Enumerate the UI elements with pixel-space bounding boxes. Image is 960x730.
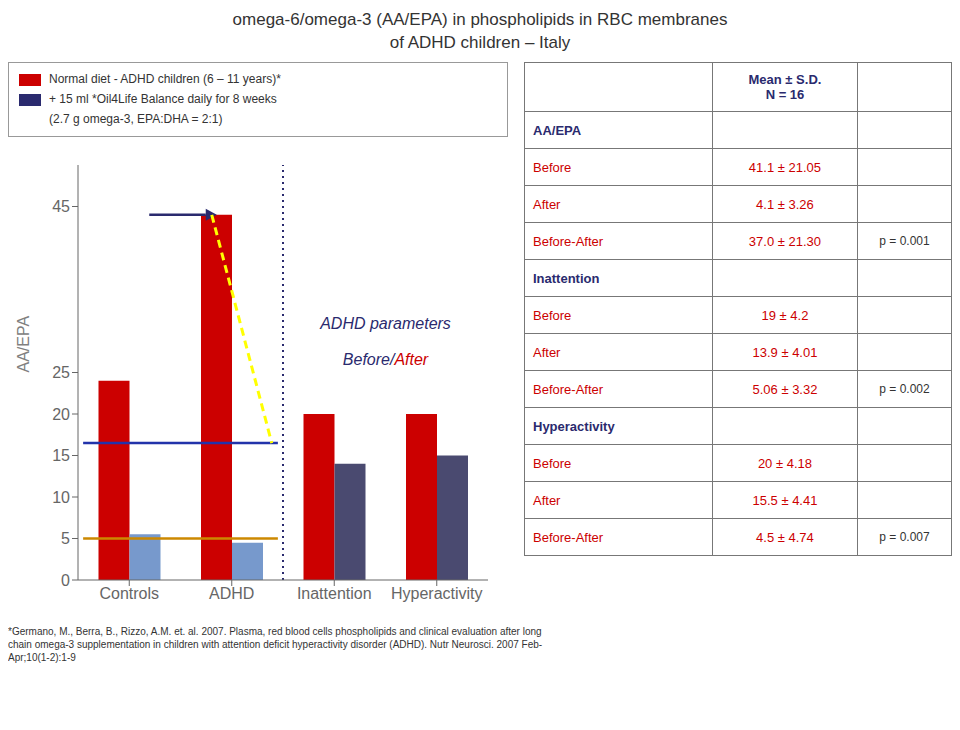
html-text:Before-After: Before-After (533, 381, 604, 397)
html-text:37.0 ± 21.30: 37.0 ± 21.30 (748, 233, 822, 249)
html-text:13.9 ± 4.01: 13.9 ± 4.01 (752, 344, 818, 360)
html-text:Before/ After: Before/ After (342, 351, 429, 368)
html-text:p = 0.007: p = 0.007 (879, 530, 930, 544)
html-text:Before: Before (533, 159, 572, 175)
html-text:4.5 ± 4.74: 4.5 ± 4.74 (756, 529, 814, 545)
html-text:(2.7 g omega-3, EPA:DHA = 2:1): (2.7 g omega-3, EPA:DHA = 2:1) (49, 112, 223, 126)
html-text:After: After (533, 492, 561, 508)
html-text:Hyperactivity: Hyperactivity (533, 418, 615, 434)
svg-text:0: 0 (61, 572, 70, 589)
html-text:*Germano, M., Berra, B., Rizzo: *Germano, M., Berra, B., Rizzo, A.M. et.… (8, 626, 542, 637)
html-text:Before-After: Before-After (533, 233, 604, 249)
html-text:p = 0.001: p = 0.001 (879, 234, 930, 248)
html-text:After: After (533, 196, 561, 212)
html-text:ADHD parameters: ADHD parameters (320, 315, 451, 332)
html-text:Mean ± S.D.: Mean ± S.D. (748, 72, 822, 87)
html-text:41.1 ± 21.05: 41.1 ± 21.05 (748, 159, 822, 175)
html-text:N = 16: N = 16 (765, 87, 805, 102)
svg-text:20: 20 (52, 406, 70, 423)
svg-text:45: 45 (52, 198, 70, 215)
html-text:p = 0.002: p = 0.002 (879, 382, 930, 396)
svg-text:5: 5 (61, 530, 70, 547)
svg-text:25: 25 (52, 364, 70, 381)
html-text:20 ± 4.18: 20 ± 4.18 (757, 455, 812, 471)
html-text:15.5 ± 4.41: 15.5 ± 4.41 (752, 492, 818, 508)
html-text:Normal diet - ADHD children (6: Normal diet - ADHD children (6 – 11 year… (49, 72, 281, 86)
html-text:19 ± 4.2: 19 ± 4.2 (761, 307, 809, 323)
svg-text:10: 10 (52, 489, 70, 506)
html-text:+ 15 ml *Oil4Life Balance dail: + 15 ml *Oil4Life Balance daily for 8 we… (49, 92, 277, 106)
html-text:AA/EPA: AA/EPA (533, 122, 582, 138)
html-text:Before: Before (533, 455, 572, 471)
html-text:Before-After: Before-After (533, 529, 604, 545)
html-text:chain omega-3 supplementation: chain omega-3 supplementation in childre… (8, 639, 543, 650)
html-text:4.1 ± 3.26: 4.1 ± 3.26 (756, 196, 814, 212)
svg-text:15: 15 (52, 447, 70, 464)
html-text:Apr;10(1-2):1-9: Apr;10(1-2):1-9 (8, 652, 76, 663)
html-text:Inattention: Inattention (533, 270, 600, 286)
svg-text:Inattention: Inattention (297, 585, 372, 602)
html-text:5.06 ± 3.32: 5.06 ± 3.32 (752, 381, 818, 397)
svg-text:ADHD: ADHD (209, 585, 254, 602)
html-text:of ADHD children – Italy: of ADHD children – Italy (389, 33, 571, 52)
html-text:Before: Before (533, 307, 572, 323)
svg-text:Controls: Controls (99, 585, 159, 602)
svg-text:Hyperactivity: Hyperactivity (391, 585, 483, 602)
svg-text:AA/EPA: AA/EPA (15, 316, 32, 373)
html-text:After: After (533, 344, 561, 360)
html-text:omega-6/omega-3 (AA/EPA) in ph: omega-6/omega-3 (AA/EPA) in phospholipid… (232, 10, 728, 29)
